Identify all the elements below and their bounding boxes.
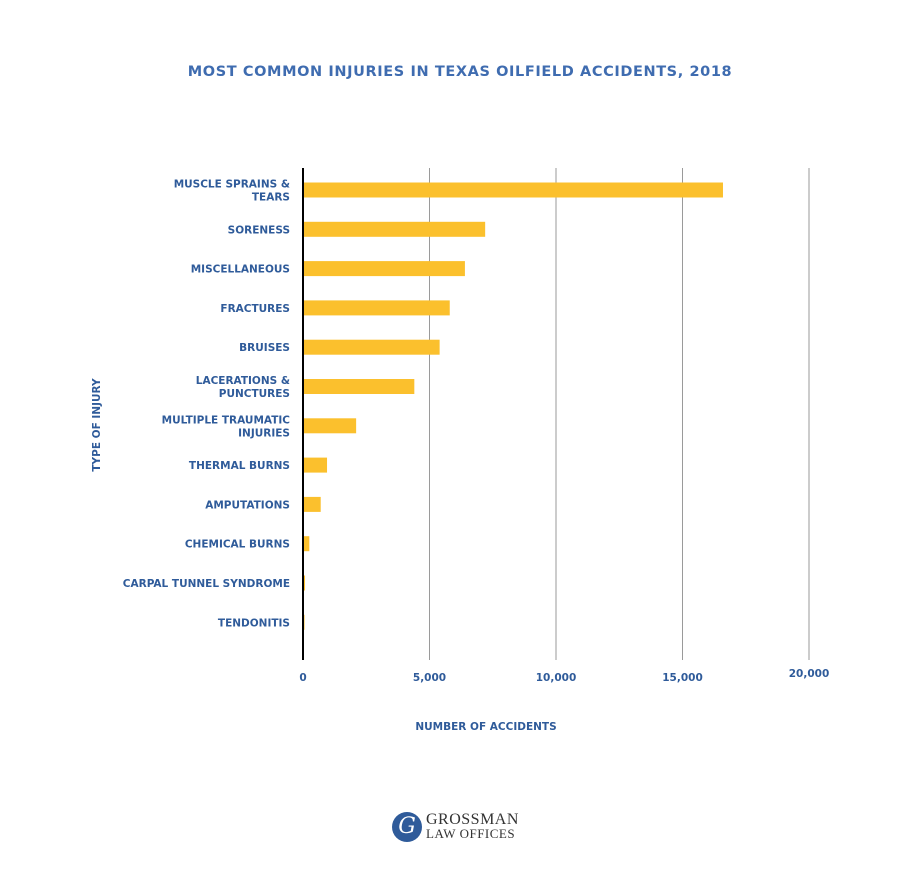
category-label: MUSCLE SPRAINS & TEARS — [174, 179, 290, 204]
grid-lines — [429, 168, 810, 660]
bar — [303, 418, 357, 434]
logo-subtitle: LAW OFFICES — [426, 826, 516, 841]
bar — [303, 300, 450, 316]
category-label: MULTIPLE TRAUMATIC INJURIES — [162, 414, 291, 439]
logo-text: GROSSMAN LAW OFFICES — [426, 811, 519, 841]
logo-name: GROSSMAN — [426, 811, 519, 828]
logo-g-icon: G — [392, 812, 422, 842]
category-labels: MUSCLE SPRAINS & TEARS SORENESS MISCELLANEO… — [123, 179, 291, 630]
bar — [303, 182, 723, 198]
bar — [303, 575, 306, 591]
x-tick-label: 20,000 — [789, 668, 830, 680]
x-tick-label: 0 — [299, 672, 306, 684]
x-tick-labels: 0 5,000 10,000 15,000 20,000 — [299, 668, 829, 684]
bar — [303, 379, 415, 394]
bar — [303, 536, 310, 552]
category-label: BRUISES — [239, 342, 290, 354]
category-label: CARPAL TUNNEL SYNDROME — [123, 578, 290, 590]
bar — [303, 457, 328, 473]
grossman-law-offices-logo: G GROSSMAN LAW OFFICES — [392, 810, 519, 844]
x-tick-label: 15,000 — [662, 672, 703, 684]
x-tick-label: 5,000 — [413, 672, 446, 684]
x-axis-title: NUMBER OF ACCIDENTS — [415, 721, 556, 733]
bars — [303, 182, 723, 630]
category-label: LACERATIONS & PUNCTURES — [196, 375, 290, 400]
bar — [303, 261, 465, 277]
chart-title: MOST COMMON INJURIES IN TEXAS OILFIELD A… — [187, 64, 733, 80]
category-label: SORENESS — [228, 224, 290, 236]
category-label: AMPUTATIONS — [205, 499, 290, 511]
category-label: MISCELLANEOUS — [191, 264, 290, 276]
x-tick-label: 10,000 — [536, 672, 577, 684]
category-label: CHEMICAL BURNS — [185, 539, 290, 551]
bar — [303, 339, 440, 355]
y-axis-title: TYPE OF INJURY — [91, 378, 103, 472]
category-label: TENDONITIS — [218, 617, 290, 629]
bar — [303, 496, 321, 512]
category-label: FRACTURES — [220, 303, 290, 315]
category-label: THERMAL BURNS — [189, 460, 290, 472]
bar — [303, 221, 486, 237]
